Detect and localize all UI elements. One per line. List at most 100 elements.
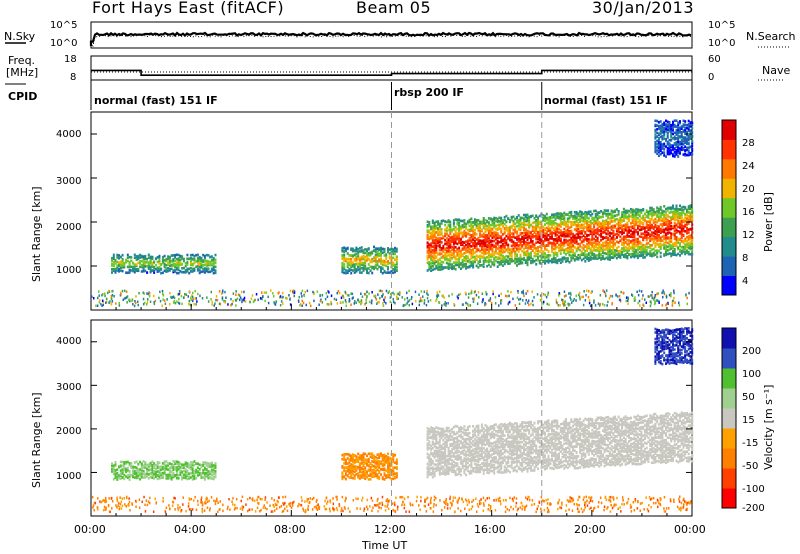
echo-cell [575,216,578,219]
echo-cell [508,238,511,242]
echo-cell [486,449,489,453]
echo-cell [355,259,358,263]
echo-cell [542,233,545,237]
echo-cell [447,265,450,269]
echo-cell [642,227,645,230]
echo-cell [135,476,138,480]
echo-cell [179,469,182,472]
echo-cell [603,251,606,255]
echo-cell [442,434,445,438]
echo-cell [526,233,529,237]
echo-cell [686,231,688,235]
echo-cell [572,256,575,260]
echo-cell [371,460,374,463]
echo-cell [479,226,482,229]
echo-cell [672,210,674,214]
echo-cell [673,241,676,245]
echo-cell [431,259,434,262]
echo-cell [383,463,386,467]
echo-cell [468,438,471,442]
echo-cell [514,222,517,225]
echo-cell [559,237,562,241]
echo-cell [480,228,483,231]
echo-cell [351,458,354,462]
echo-cell [458,427,461,430]
echo-cell [459,458,462,461]
echo-cell [135,263,138,266]
echo-cell [487,232,490,235]
echo-cell [456,462,459,465]
echo-cell [151,476,154,479]
echo-cell [526,253,529,257]
echo-cell [689,215,692,218]
echo-cell [486,441,489,444]
echo-cell [140,265,143,269]
echo-cell [494,251,497,255]
echo-cell [556,230,559,234]
echo-cell [622,227,625,231]
echo-cell [512,240,515,244]
echo-cell [530,261,532,265]
echo-cell [636,256,639,260]
echo-cell [378,469,381,473]
echo-cell [565,247,567,251]
echo-cell [538,220,541,224]
echo-cell [447,437,450,440]
echo-cell [480,440,483,443]
echo-cell [544,239,546,242]
echo-cell [656,213,659,217]
echo-cell [507,243,510,247]
echo-cell [477,444,480,448]
echo-cell [344,247,347,250]
echo-cell [554,253,557,256]
echo-cell [666,245,669,249]
echo-cell [551,216,553,219]
echo-cell [514,257,517,260]
echo-cell [437,268,440,271]
echo-cell [165,263,168,267]
echo-cell [624,253,627,256]
echo-cell [607,257,610,261]
echo-cell [487,429,490,432]
echo-cell [487,252,490,255]
echo-cell [175,257,178,261]
echo-cell [621,212,624,216]
echo-cell [635,211,638,214]
echo-cell [617,253,620,256]
echo-cell [376,461,379,465]
echo-cell [575,236,578,239]
echo-cell [607,226,610,230]
echo-cell [516,254,518,258]
echo-cell [431,472,434,476]
echo-cell [617,220,620,223]
echo-cell [673,207,676,211]
echo-cell [374,469,377,473]
echo-cell [165,467,168,470]
echo-cell [589,255,592,259]
echo-cell [144,466,147,469]
echo-cell [461,466,464,469]
echo-cell [591,238,594,241]
echo-cell [435,430,438,434]
echo-cell [601,249,604,252]
echo-cell [437,223,440,226]
echo-cell [444,452,447,456]
echo-cell [494,224,497,228]
echo-cell [343,249,346,252]
station-title: Fort Hays East (fitACF) [92,0,285,17]
echo-cell [624,209,627,213]
echo-cell [351,464,354,468]
echo-cell [392,268,395,271]
echo-cell [508,220,511,224]
echo-cell [540,248,543,252]
echo-cell [521,244,524,247]
echo-cell [437,459,440,462]
echo-cell [447,462,450,465]
echo-cell [470,457,473,460]
echo-cell [675,210,678,214]
echo-cell [572,244,575,247]
echo-cell [617,227,620,230]
echo-cell [447,219,450,222]
echo-cell [463,428,466,432]
echo-cell [358,468,361,471]
